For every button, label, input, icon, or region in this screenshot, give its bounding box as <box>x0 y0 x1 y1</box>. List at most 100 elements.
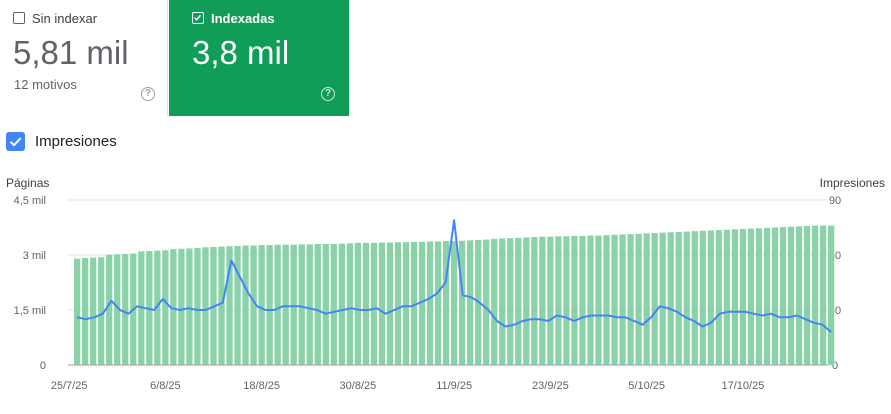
x-axis-tick-label: 23/9/25 <box>532 380 569 392</box>
bar <box>170 249 177 365</box>
bar <box>162 250 169 365</box>
indexed-value: 3,8 mil <box>192 34 290 71</box>
bar <box>547 236 554 365</box>
x-axis-tick-label: 5/10/25 <box>628 380 665 392</box>
bar <box>330 244 337 365</box>
bar <box>755 228 763 365</box>
right-axis-title: Impresiones <box>819 176 885 190</box>
bar <box>362 242 370 365</box>
bar <box>290 244 297 365</box>
bar <box>763 227 771 365</box>
not-indexed-checkbox[interactable] <box>13 12 25 24</box>
not-indexed-value: 5,81 mil <box>13 34 129 71</box>
x-axis-tick-label: 17/10/25 <box>722 380 765 392</box>
bar <box>266 245 273 365</box>
bar <box>643 233 650 365</box>
bar <box>451 241 458 365</box>
bar <box>779 227 787 365</box>
checkmark-icon <box>9 137 22 147</box>
bar <box>579 235 586 365</box>
bar <box>675 231 682 365</box>
bar <box>539 236 546 365</box>
bar <box>258 245 265 365</box>
bar <box>747 228 755 365</box>
bar <box>819 225 827 365</box>
x-axis-tick-label: 30/8/25 <box>340 380 377 392</box>
x-axis-tick-label: 25/7/25 <box>51 380 88 392</box>
bar <box>787 226 795 365</box>
bar <box>114 254 121 365</box>
not-indexed-reasons: 12 motivos <box>14 77 77 92</box>
not-indexed-label: Sin indexar <box>32 11 98 26</box>
bar <box>683 231 690 365</box>
bar <box>226 246 233 365</box>
indexed-checkbox[interactable] <box>192 12 204 24</box>
bar <box>499 238 506 365</box>
left-axis-tick-label: 4,5 mil <box>14 195 46 207</box>
bar <box>242 245 249 365</box>
right-axis-tick-label: 0 <box>832 360 838 372</box>
bar <box>507 238 514 365</box>
x-axis-tick-label: 18/8/25 <box>243 380 280 392</box>
bar <box>98 257 105 365</box>
bar <box>218 246 225 365</box>
help-circle-icon[interactable]: ? <box>321 87 335 101</box>
bar <box>338 243 345 365</box>
bar <box>715 230 722 365</box>
bar <box>194 248 201 365</box>
bar <box>282 244 289 365</box>
bar <box>394 242 402 365</box>
checkmark-icon <box>193 14 202 21</box>
bar <box>74 258 81 365</box>
bar <box>828 225 835 365</box>
bar <box>354 242 362 365</box>
bar <box>90 257 97 365</box>
bar <box>402 242 410 365</box>
indexed-card[interactable]: Indexadas 3,8 mil ? <box>169 0 349 116</box>
bar <box>595 235 602 365</box>
bar <box>186 248 193 365</box>
bar <box>603 235 610 365</box>
right-axis-tick-label: 90 <box>829 195 841 207</box>
bar <box>467 240 474 365</box>
impressions-checkbox[interactable] <box>6 132 25 151</box>
bar <box>739 228 747 365</box>
bar <box>386 242 394 365</box>
bar <box>515 237 522 365</box>
help-circle-icon[interactable]: ? <box>141 87 155 101</box>
bar <box>202 247 209 365</box>
bar <box>274 244 281 365</box>
bar <box>346 243 353 365</box>
x-axis-tick-label: 11/9/25 <box>436 380 472 392</box>
bar <box>563 236 570 365</box>
bar <box>483 239 490 365</box>
bar <box>707 230 714 365</box>
bar <box>426 241 434 365</box>
bar <box>803 226 811 365</box>
bar <box>571 235 578 365</box>
bar <box>659 232 666 365</box>
bar <box>434 241 442 365</box>
bar <box>771 227 779 365</box>
left-axis-title: Páginas <box>6 176 50 190</box>
bar <box>611 234 618 365</box>
left-axis-tick-label: 3 mil <box>23 250 46 262</box>
bar <box>250 245 257 365</box>
bar <box>370 242 378 365</box>
bar <box>459 240 466 365</box>
bar <box>82 257 89 365</box>
bar <box>731 229 739 365</box>
bar <box>523 237 530 365</box>
bar <box>442 241 450 365</box>
bar <box>306 244 313 365</box>
bar <box>651 233 658 365</box>
bar <box>418 241 426 365</box>
bar <box>314 244 321 365</box>
bar <box>378 242 386 365</box>
left-axis-tick-label: 0 <box>40 360 46 372</box>
not-indexed-card[interactable]: Sin indexar 5,81 mil 12 motivos ? <box>0 0 168 116</box>
bar <box>811 225 819 365</box>
bar <box>106 254 113 365</box>
impressions-label: Impresiones <box>35 133 117 150</box>
